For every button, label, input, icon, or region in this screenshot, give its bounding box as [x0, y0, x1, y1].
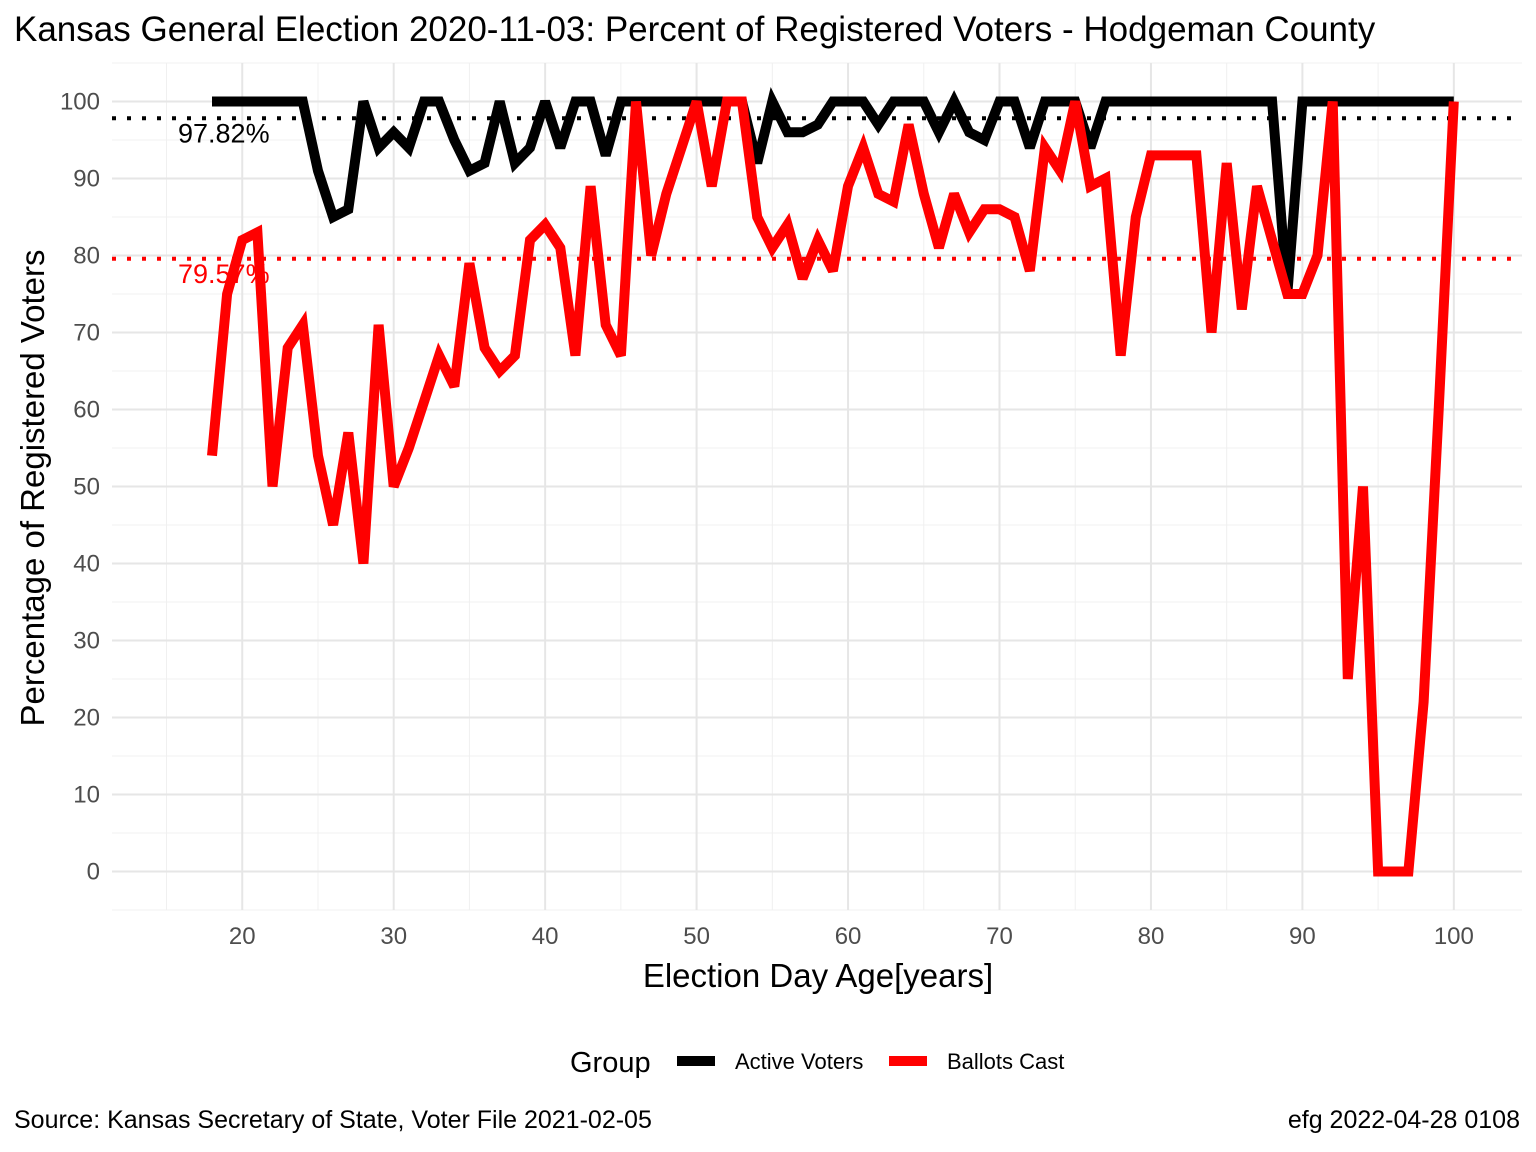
x-tick-label: 100: [1434, 923, 1474, 950]
series-line-active-voters: [212, 86, 1454, 295]
x-tick-label: 80: [1138, 923, 1165, 950]
x-tick-label: 20: [229, 923, 256, 950]
series-line-ballots-cast: [207, 96, 1459, 877]
legend-label-ballots-cast: Ballots Cast: [947, 1049, 1064, 1074]
chart-title: Kansas General Election 2020-11-03: Perc…: [14, 10, 1376, 49]
reference-label: 79.57%: [178, 259, 270, 289]
y-tick-label: 10: [73, 782, 100, 809]
x-tick-label: 50: [683, 923, 710, 950]
source-caption: Source: Kansas Secretary of State, Voter…: [14, 1106, 652, 1134]
y-tick-labels: 0 10 20 30 40 50 60 70 80 90 100: [60, 89, 100, 886]
y-tick-label: 0: [87, 859, 100, 886]
reference-labels: 97.82% 79.57%: [178, 118, 270, 289]
legend-title: Group: [570, 1047, 651, 1079]
y-tick-label: 100: [60, 89, 100, 116]
x-tick-label: 70: [986, 923, 1013, 950]
grid-major: [112, 63, 1522, 910]
series-lines: [207, 86, 1459, 877]
y-tick-label: 80: [73, 243, 100, 270]
x-tick-label: 60: [835, 923, 862, 950]
credit-caption: efg 2022-04-28 0108: [1287, 1106, 1520, 1134]
y-tick-label: 40: [73, 551, 100, 578]
y-axis-label: Percentage of Registered Voters: [14, 250, 51, 727]
x-tick-label: 40: [532, 923, 559, 950]
y-tick-label: 60: [73, 397, 100, 424]
y-tick-label: 50: [73, 474, 100, 501]
x-tick-labels: 20 30 40 50 60 70 80 90 100: [229, 923, 1474, 950]
x-axis-label: Election Day Age[years]: [643, 957, 993, 994]
legend: Group Active Voters Ballots Cast: [570, 1047, 1064, 1079]
y-tick-label: 30: [73, 628, 100, 655]
y-tick-label: 20: [73, 705, 100, 732]
y-tick-label: 70: [73, 320, 100, 347]
reference-label: 97.82%: [178, 118, 270, 148]
y-tick-label: 90: [73, 166, 100, 193]
x-tick-label: 30: [380, 923, 407, 950]
x-tick-label: 90: [1289, 923, 1316, 950]
legend-label-active-voters: Active Voters: [735, 1049, 863, 1074]
